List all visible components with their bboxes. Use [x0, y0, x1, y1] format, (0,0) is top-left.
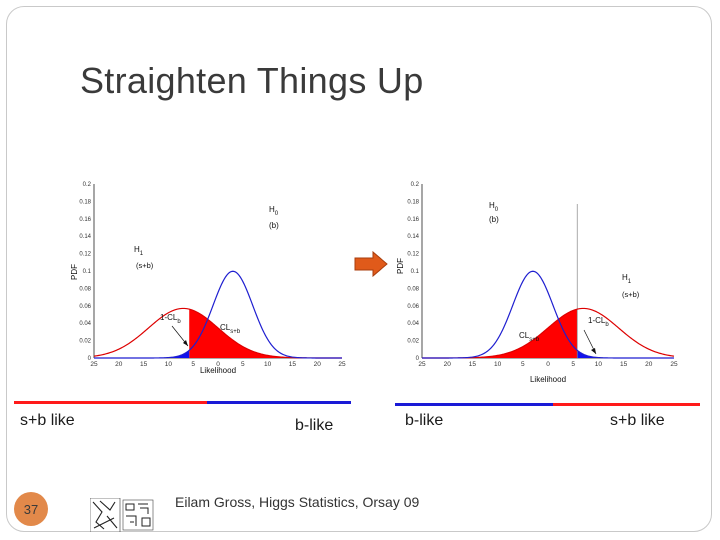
r-ytick-label: 0 [416, 356, 420, 362]
r-xtick-label: 15 [620, 361, 628, 368]
r-xtick-label: 5 [571, 361, 575, 368]
r-ytick-label: 0.06 [407, 304, 419, 310]
l-xtick-label: 20 [115, 361, 123, 368]
right-one-minus-clb-label: 1-CLb [588, 316, 609, 328]
r-ytick-label: 0.12 [407, 252, 419, 258]
l-xtick-label: 25 [90, 361, 98, 368]
right-b-curve [422, 270, 674, 359]
institution-logo-icon [90, 498, 154, 532]
right-b-direction-bar [395, 403, 553, 406]
r-ytick-label: 0.2 [411, 182, 420, 188]
left-clsb-region [189, 309, 342, 358]
right-h1-label: H1 [622, 273, 632, 285]
left-h0-label: H0 [269, 205, 279, 217]
right-clsb-label: CLs+b [519, 331, 540, 343]
r-xtick-label: 0 [546, 361, 550, 368]
l-xtick-label: 15 [140, 361, 148, 368]
l-xtick-label: 0 [216, 361, 220, 368]
r-xtick-label: 20 [444, 361, 452, 368]
left-h1-label: H1 [134, 245, 144, 257]
left-xticks: 25 20 15 10 5 0 5 10 15 20 25 [90, 361, 346, 368]
r-ytick-label: 0.1 [411, 269, 420, 275]
right-h0-desc: (b) [489, 215, 499, 224]
page-number-badge: 37 [14, 492, 48, 526]
r-xtick-label: 15 [469, 361, 477, 368]
l-ytick-label: 0.14 [79, 234, 91, 240]
left-b-curve [94, 270, 342, 359]
l-xtick-label: 25 [338, 361, 346, 368]
right-h1-desc: (s+b) [622, 290, 640, 299]
right-pdf-plot: 0.20.180.160.140.120.10.080.060.040.020 … [396, 182, 678, 384]
left-h1-desc: (s+b) [136, 261, 154, 270]
left-xlabel: Likelihood [200, 366, 236, 375]
r-xtick-label: 10 [595, 361, 603, 368]
l-xtick-label: 15 [289, 361, 297, 368]
right-sb-direction-bar [553, 403, 700, 406]
left-h0-desc: (b) [269, 221, 279, 230]
r-xtick-label: 20 [645, 361, 653, 368]
right-clsb-region [422, 309, 578, 358]
l-ytick-label: 0.04 [79, 321, 91, 327]
l-ytick-label: 0.12 [79, 252, 91, 258]
l-xtick-label: 20 [314, 361, 322, 368]
right-sb-like-label: s+b like [610, 412, 665, 429]
left-sb-direction-bar [14, 401, 207, 404]
l-xtick-label: 10 [264, 361, 272, 368]
l-ytick-label: 0.18 [79, 199, 91, 205]
right-h0-label: H0 [489, 201, 499, 213]
left-b-direction-bar [207, 401, 351, 404]
l-ytick-label: 0 [88, 356, 92, 362]
left-pdf-plot: 0.20.180.160.140.120.10.080.060.040.020 … [70, 182, 346, 375]
r-ytick-label: 0.16 [407, 217, 419, 223]
left-one-minus-clb-label: 1-CLb [160, 313, 181, 325]
left-sb-like-label: s+b like [20, 412, 75, 429]
left-yticks: 0.2 0.18 0.16 0.14 0.12 0.1 0.08 0.06 0.04 0.02 0 [79, 182, 91, 362]
l-ytick-label: 0.16 [79, 217, 91, 223]
right-xlabel: Likelihood [530, 375, 566, 384]
transform-arrow-icon [354, 251, 388, 277]
l-ytick-label: 0.2 [83, 182, 92, 188]
r-xtick-label: 5 [521, 361, 525, 368]
right-ylabel: PDF [396, 258, 405, 274]
r-ytick-label: 0.02 [407, 339, 419, 345]
r-ytick-label: 0.04 [407, 321, 419, 327]
left-ylabel: PDF [70, 264, 79, 280]
l-xtick-label: 5 [191, 361, 195, 368]
slide-frame [6, 6, 712, 532]
right-xticks: 25 20 15 10 5 0 5 10 15 20 25 [418, 361, 678, 368]
slide-title: Straighten Things Up [80, 60, 424, 101]
footer-citation: Eilam Gross, Higgs Statistics, Orsay 09 [175, 494, 420, 510]
l-ytick-label: 0.1 [83, 269, 92, 275]
r-ytick-label: 0.14 [407, 234, 419, 240]
l-ytick-label: 0.02 [79, 339, 91, 345]
left-b-like-label: b-like [295, 417, 334, 434]
right-one-minus-clb-region [577, 350, 674, 358]
r-xtick-label: 25 [418, 361, 426, 368]
r-xtick-label: 10 [494, 361, 502, 368]
left-clsb-label: CLs+b [220, 323, 241, 335]
r-ytick-label: 0.18 [407, 199, 419, 205]
right-b-like-label: b-like [405, 412, 444, 429]
r-xtick-label: 25 [670, 361, 678, 368]
left-one-minus-clb-region [94, 350, 190, 358]
l-xtick-label: 5 [241, 361, 245, 368]
l-ytick-label: 0.08 [79, 286, 91, 292]
r-ytick-label: 0.08 [407, 286, 419, 292]
right-yticks: 0.2 0.18 0.16 0.14 0.12 0.1 0.08 0.06 0.04 0.02 0 [407, 182, 419, 362]
l-xtick-label: 10 [165, 361, 173, 368]
l-ytick-label: 0.06 [79, 304, 91, 310]
